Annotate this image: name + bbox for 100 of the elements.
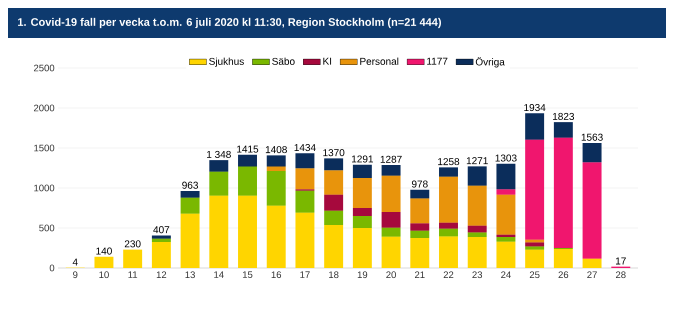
total-label: 978 — [412, 180, 428, 188]
bar — [382, 236, 401, 268]
bar — [496, 164, 516, 190]
bar — [525, 113, 544, 140]
bar — [238, 166, 257, 196]
legend-label: Säbo — [272, 58, 295, 65]
total-label: 963 — [182, 182, 198, 189]
bar — [410, 223, 430, 231]
total-label: 407 — [153, 226, 170, 234]
bar — [324, 210, 344, 225]
bar — [554, 122, 573, 138]
bar — [582, 162, 602, 259]
total-label: 1823 — [552, 112, 574, 120]
x-tick-label: 24 — [501, 271, 511, 278]
bar — [295, 153, 314, 168]
bar — [525, 240, 544, 242]
total-label: 1271 — [466, 157, 488, 164]
x-tick-label: 21 — [414, 271, 425, 278]
total-label: 1 348 — [207, 150, 231, 158]
legend-label: 1177 — [427, 58, 448, 65]
x-tick-label: 26 — [558, 271, 568, 278]
bar — [152, 242, 171, 268]
x-tick-label: 9 — [73, 271, 78, 278]
bar — [554, 248, 573, 268]
bar — [238, 154, 257, 167]
bar — [238, 196, 257, 268]
bar — [180, 214, 200, 268]
bar — [496, 236, 516, 242]
x-tick-label: 15 — [242, 271, 252, 278]
total-label: 1434 — [294, 144, 316, 152]
bar — [295, 168, 314, 190]
bar — [410, 198, 430, 224]
bar — [295, 212, 314, 268]
x-tick-label: 18 — [329, 271, 339, 278]
y-tick-label: 1500 — [34, 144, 54, 152]
bar — [496, 194, 516, 235]
y-tick-label: 0 — [50, 264, 54, 272]
total-label: 1408 — [266, 146, 287, 154]
total-label: 1291 — [352, 155, 373, 163]
bar — [352, 178, 372, 208]
bar — [324, 194, 344, 211]
bar — [209, 172, 228, 196]
bar — [324, 224, 344, 268]
bar — [324, 170, 344, 195]
bar — [180, 190, 200, 198]
bar — [439, 176, 458, 223]
bar — [352, 228, 372, 268]
x-tick-label: 22 — [444, 271, 454, 278]
bar — [266, 206, 286, 268]
legend-label: KI — [323, 58, 332, 65]
bar — [266, 166, 286, 171]
y-tick-label: 2500 — [34, 64, 54, 72]
bar — [324, 158, 344, 170]
bar — [582, 142, 602, 162]
bar — [410, 190, 430, 198]
x-tick-label: 12 — [156, 271, 166, 278]
bar — [266, 170, 286, 206]
x-tick-label: 14 — [214, 271, 224, 278]
legend-label: Övriga — [476, 57, 505, 68]
total-label: 1563 — [582, 134, 603, 141]
bar — [468, 236, 487, 268]
y-tick-label: 500 — [39, 224, 54, 232]
total-label: 1415 — [237, 146, 258, 153]
x-tick-label: 16 — [272, 271, 282, 278]
bar — [410, 230, 430, 238]
total-label: 1303 — [496, 154, 517, 162]
bar — [496, 242, 516, 268]
bar — [352, 208, 372, 216]
x-tick-label: 20 — [386, 271, 396, 278]
bar — [382, 212, 401, 228]
total-label: 230 — [124, 240, 141, 248]
bar — [554, 138, 573, 248]
bar — [468, 186, 487, 226]
x-tick-label: 13 — [186, 271, 195, 278]
bar — [439, 167, 458, 177]
bar — [468, 232, 487, 237]
bar — [382, 165, 401, 176]
y-tick-label: 2000 — [34, 104, 54, 112]
x-tick-label: 10 — [99, 271, 109, 278]
total-label: 17 — [616, 258, 626, 264]
total-label: 1370 — [323, 149, 344, 156]
bar — [180, 198, 200, 214]
total-label: 4 — [72, 258, 78, 266]
bar — [496, 189, 516, 195]
chart-title: 1. Covid-19 fall per vecka t.o.m. 6 juli 2020 kl 11:30, Region Stockholm (n=21 444) — [18, 18, 441, 28]
total-label: 140 — [96, 248, 112, 255]
bar — [468, 166, 487, 186]
x-tick-label: 27 — [587, 271, 597, 278]
bar — [410, 238, 430, 268]
legend-label: Personal — [360, 58, 398, 65]
y-tick-label: 1000 — [34, 184, 54, 192]
x-tick-label: 11 — [128, 271, 138, 278]
bar — [439, 222, 458, 229]
bar — [123, 250, 142, 268]
bar — [525, 140, 544, 240]
bar — [525, 250, 544, 268]
bar — [352, 164, 372, 178]
x-tick-label: 19 — [358, 271, 368, 278]
bar — [94, 256, 114, 268]
total-label: 1287 — [380, 156, 402, 163]
